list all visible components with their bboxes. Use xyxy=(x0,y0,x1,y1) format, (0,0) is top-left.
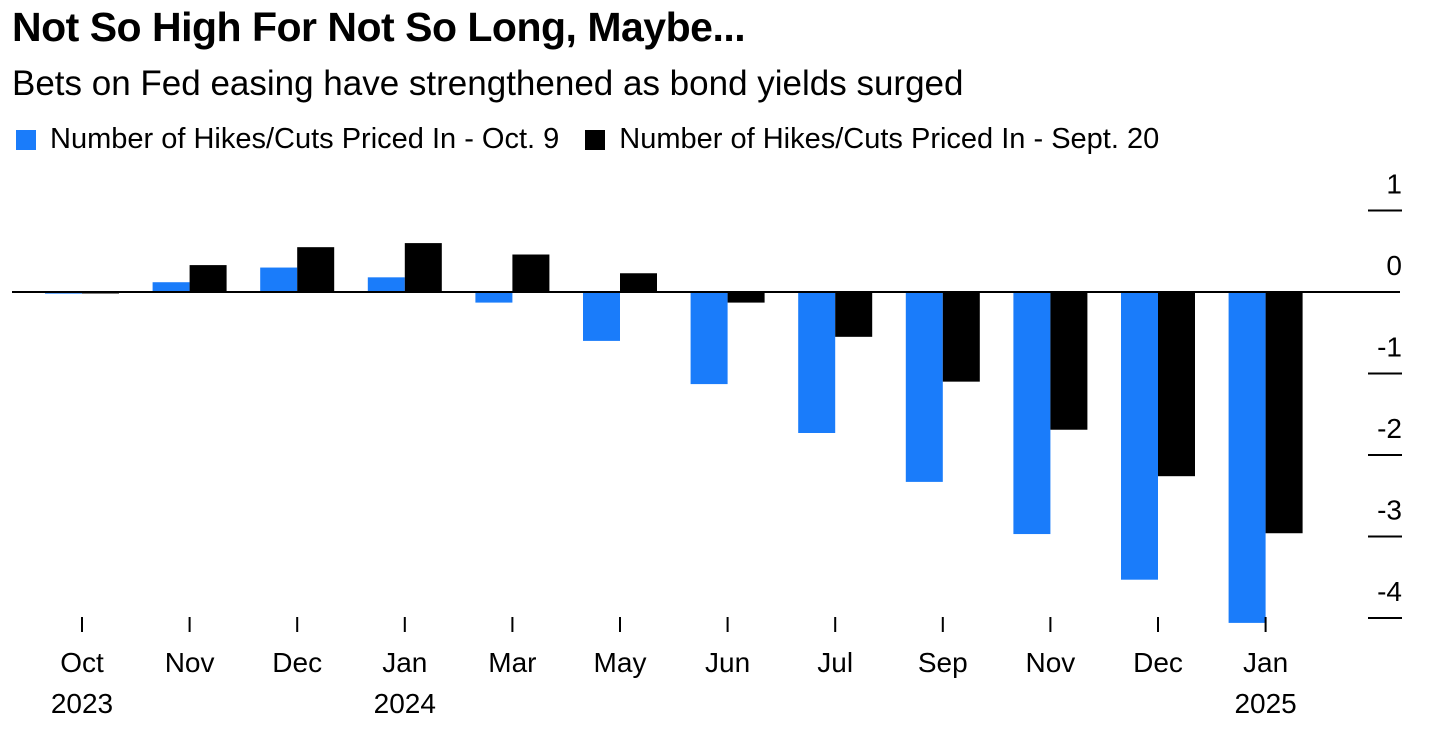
x-year-label-2025: 2025 xyxy=(1234,688,1296,719)
legend-swatch-sept20 xyxy=(585,129,606,150)
x-year-label-2023: 2023 xyxy=(51,688,113,719)
bars-group xyxy=(45,243,1303,623)
x-tick-label-0: Oct xyxy=(60,647,104,678)
chart-subtitle: Bets on Fed easing have strengthened as … xyxy=(12,64,964,103)
x-tick-label-1: Nov xyxy=(165,647,215,678)
bar-sept20-6 xyxy=(727,292,765,303)
bar-sept20-1 xyxy=(189,265,227,292)
x-tick-label-9: Nov xyxy=(1026,647,1076,678)
bar-sept20-4 xyxy=(512,254,550,292)
legend-item-oct9: Number of Hikes/Cuts Priced In - Oct. 9 xyxy=(16,123,559,156)
bar-oct9-2 xyxy=(260,267,298,292)
bar-sept20-8 xyxy=(942,292,980,382)
x-tick-label-11: Jan xyxy=(1243,647,1288,678)
bar-oct9-9 xyxy=(1013,292,1051,535)
bar-oct9-6 xyxy=(690,292,728,385)
bar-sept20-2 xyxy=(297,247,335,292)
legend-item-sept20: Number of Hikes/Cuts Priced In - Sept. 2… xyxy=(585,123,1159,156)
bar-oct9-5 xyxy=(583,292,620,341)
bar-sept20-11 xyxy=(1265,292,1303,534)
y-tick-label--4: -4 xyxy=(1377,576,1402,607)
y-tick-label--3: -3 xyxy=(1377,495,1402,526)
legend-swatch-oct9 xyxy=(16,129,36,150)
legend-label-sept20: Number of Hikes/Cuts Priced In - Sept. 2… xyxy=(619,123,1160,155)
x-tick-label-8: Sep xyxy=(918,647,968,678)
x-tick-label-6: Jun xyxy=(705,647,750,678)
bar-oct9-7 xyxy=(798,292,836,433)
x-tick-label-4: Mar xyxy=(488,647,536,678)
bar-oct9-11 xyxy=(1228,292,1266,623)
y-tick-label--2: -2 xyxy=(1377,413,1402,444)
bar-sept20-9 xyxy=(1050,292,1088,430)
legend-label-oct9: Number of Hikes/Cuts Priced In - Oct. 9 xyxy=(50,123,560,155)
x-tick-label-2: Dec xyxy=(272,647,322,678)
chart-title: Not So High For Not So Long, Maybe... xyxy=(12,4,746,50)
x-axis: Oct Nov Dec Jan Mar May Jun Jul Sep Nov Dec Jan 2023… xyxy=(12,291,1400,719)
y-tick-label-0: 0 xyxy=(1386,250,1402,281)
y-tick-label--1: -1 xyxy=(1377,332,1402,363)
y-axis: 1 0 -1 -2 -3 -4 xyxy=(1368,169,1402,619)
x-tick-label-3: Jan xyxy=(382,647,427,678)
bar-oct9-1 xyxy=(152,282,190,292)
x-tick-label-10: Dec xyxy=(1133,647,1183,678)
y-tick-label-1: 1 xyxy=(1386,169,1402,200)
bar-oct9-8 xyxy=(905,292,943,482)
bar-oct9-4 xyxy=(475,292,513,303)
x-tick-label-5: May xyxy=(594,647,647,678)
bar-oct9-10 xyxy=(1121,292,1158,580)
x-tick-label-7: Jul xyxy=(817,647,853,678)
bar-sept20-5 xyxy=(620,273,657,292)
x-year-label-2024: 2024 xyxy=(374,688,436,719)
bar-oct9-3 xyxy=(367,277,405,292)
bar-sept20-3 xyxy=(404,243,442,292)
bar-sept20-10 xyxy=(1158,292,1195,477)
legend: Number of Hikes/Cuts Priced In - Oct. 9 … xyxy=(16,123,1185,156)
bar-sept20-7 xyxy=(835,292,873,337)
